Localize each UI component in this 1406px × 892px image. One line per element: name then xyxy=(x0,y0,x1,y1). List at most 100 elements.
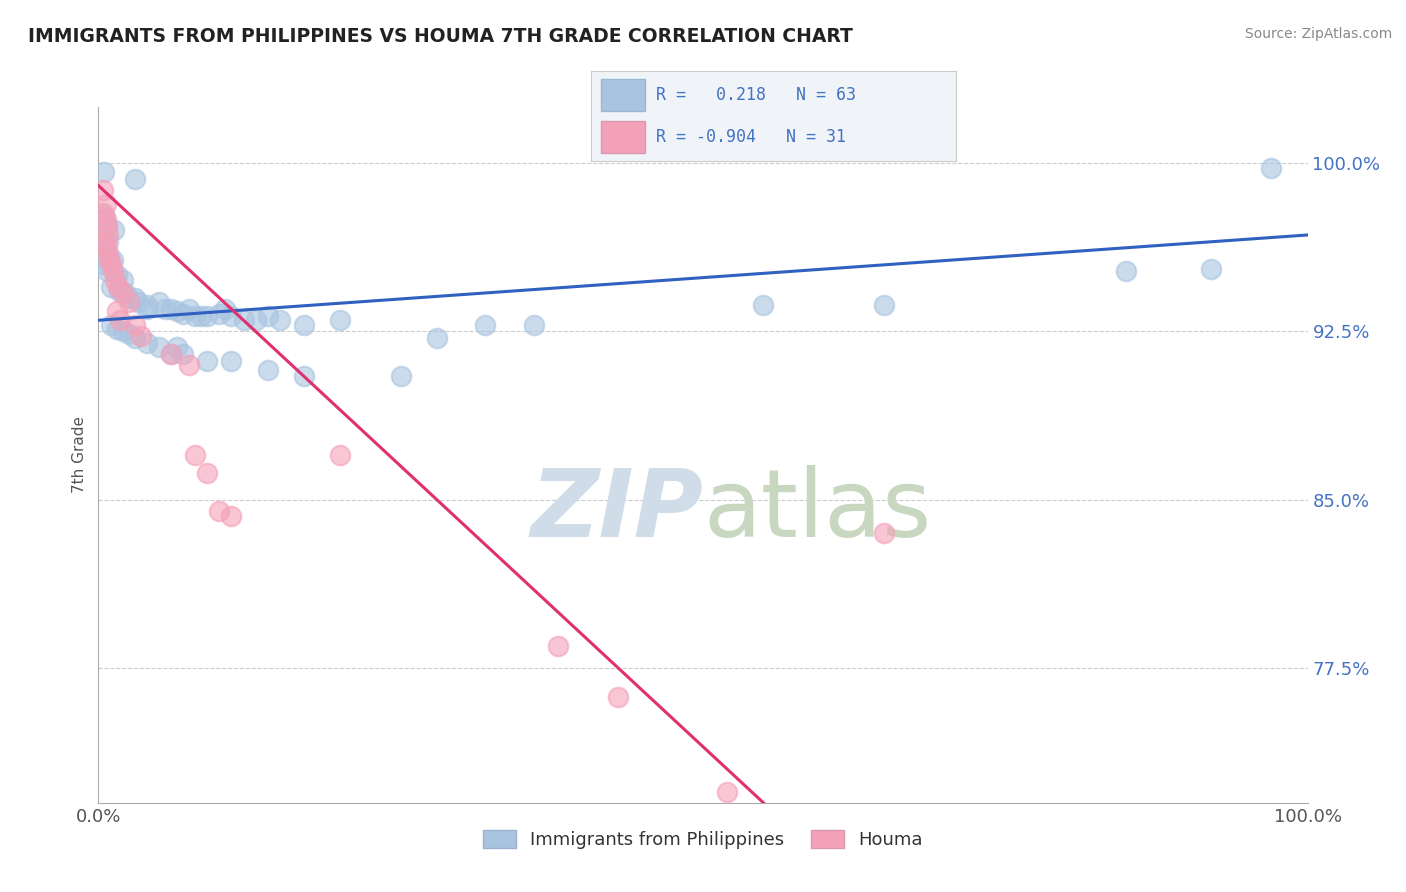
Point xyxy=(108,313,131,327)
Point xyxy=(107,279,129,293)
Point xyxy=(127,295,149,310)
Point xyxy=(94,196,117,211)
Point xyxy=(100,318,122,332)
Point xyxy=(111,286,134,301)
Point xyxy=(221,508,243,523)
Point xyxy=(329,448,352,462)
Point xyxy=(100,257,122,271)
Point xyxy=(97,227,120,242)
Point xyxy=(523,318,546,332)
Point xyxy=(752,297,775,311)
Point xyxy=(221,353,243,368)
Point xyxy=(184,448,207,462)
Point xyxy=(97,246,120,260)
Point xyxy=(208,504,231,518)
Point xyxy=(118,291,141,305)
Point xyxy=(426,331,449,345)
Point xyxy=(184,309,207,323)
Point xyxy=(214,301,236,316)
Point xyxy=(108,284,131,298)
Text: Source: ZipAtlas.com: Source: ZipAtlas.com xyxy=(1244,27,1392,41)
Point xyxy=(292,318,315,332)
Point xyxy=(93,235,115,249)
Point xyxy=(160,301,183,316)
Point xyxy=(873,297,896,311)
Point xyxy=(124,331,146,345)
Point xyxy=(1260,161,1282,175)
Bar xyxy=(602,79,645,111)
Point xyxy=(96,264,118,278)
Point xyxy=(93,208,115,222)
Point xyxy=(208,306,231,320)
Point xyxy=(129,329,152,343)
Point xyxy=(135,335,157,350)
Point xyxy=(1115,264,1137,278)
Point xyxy=(153,301,176,316)
Point xyxy=(1199,261,1222,276)
Point xyxy=(166,340,188,354)
Y-axis label: 7th Grade: 7th Grade xyxy=(72,417,87,493)
Point xyxy=(91,239,114,253)
Point xyxy=(148,295,170,310)
Point xyxy=(195,309,218,323)
Point xyxy=(94,212,117,227)
Point xyxy=(195,353,218,368)
Point xyxy=(94,246,117,260)
Point xyxy=(111,273,134,287)
Point xyxy=(232,313,254,327)
Point xyxy=(124,318,146,332)
Point xyxy=(135,301,157,316)
Point xyxy=(135,297,157,311)
Point xyxy=(91,183,114,197)
Point xyxy=(474,318,496,332)
Point xyxy=(105,268,128,283)
Point xyxy=(104,273,127,287)
Text: R =   0.218   N = 63: R = 0.218 N = 63 xyxy=(657,87,856,104)
Point xyxy=(103,223,125,237)
Point xyxy=(716,784,738,798)
Text: ZIP: ZIP xyxy=(530,465,703,557)
Point xyxy=(148,340,170,354)
Legend: Immigrants from Philippines, Houma: Immigrants from Philippines, Houma xyxy=(477,822,929,856)
Point xyxy=(114,286,136,301)
Point xyxy=(97,235,120,249)
Point xyxy=(179,358,201,372)
Point xyxy=(111,325,134,339)
Point xyxy=(118,326,141,341)
Point xyxy=(118,295,141,310)
Point xyxy=(101,252,124,267)
Point xyxy=(172,306,194,320)
Point xyxy=(172,347,194,361)
Point xyxy=(221,309,243,323)
Point xyxy=(389,369,412,384)
Point xyxy=(93,257,115,271)
Text: IMMIGRANTS FROM PHILIPPINES VS HOUMA 7TH GRADE CORRELATION CHART: IMMIGRANTS FROM PHILIPPINES VS HOUMA 7TH… xyxy=(28,27,853,45)
Point xyxy=(105,304,128,318)
Point xyxy=(329,313,352,327)
Point xyxy=(96,219,118,233)
Point xyxy=(245,313,267,327)
Point xyxy=(160,347,183,361)
Point xyxy=(195,466,218,480)
Point xyxy=(124,291,146,305)
Point xyxy=(93,165,115,179)
Point xyxy=(607,690,630,705)
Point xyxy=(98,252,121,267)
Point xyxy=(105,322,128,336)
Point xyxy=(101,264,124,278)
Point xyxy=(292,369,315,384)
Point xyxy=(160,347,183,361)
Point xyxy=(124,172,146,186)
Point xyxy=(179,301,201,316)
Text: R = -0.904   N = 31: R = -0.904 N = 31 xyxy=(657,128,846,146)
Point xyxy=(190,309,212,323)
Point xyxy=(269,313,291,327)
Point xyxy=(96,219,118,233)
Point xyxy=(873,526,896,541)
Point xyxy=(256,309,278,323)
Bar xyxy=(602,121,645,153)
Point xyxy=(94,239,117,253)
Text: atlas: atlas xyxy=(703,465,931,557)
Point xyxy=(98,251,121,265)
Point xyxy=(547,639,569,653)
